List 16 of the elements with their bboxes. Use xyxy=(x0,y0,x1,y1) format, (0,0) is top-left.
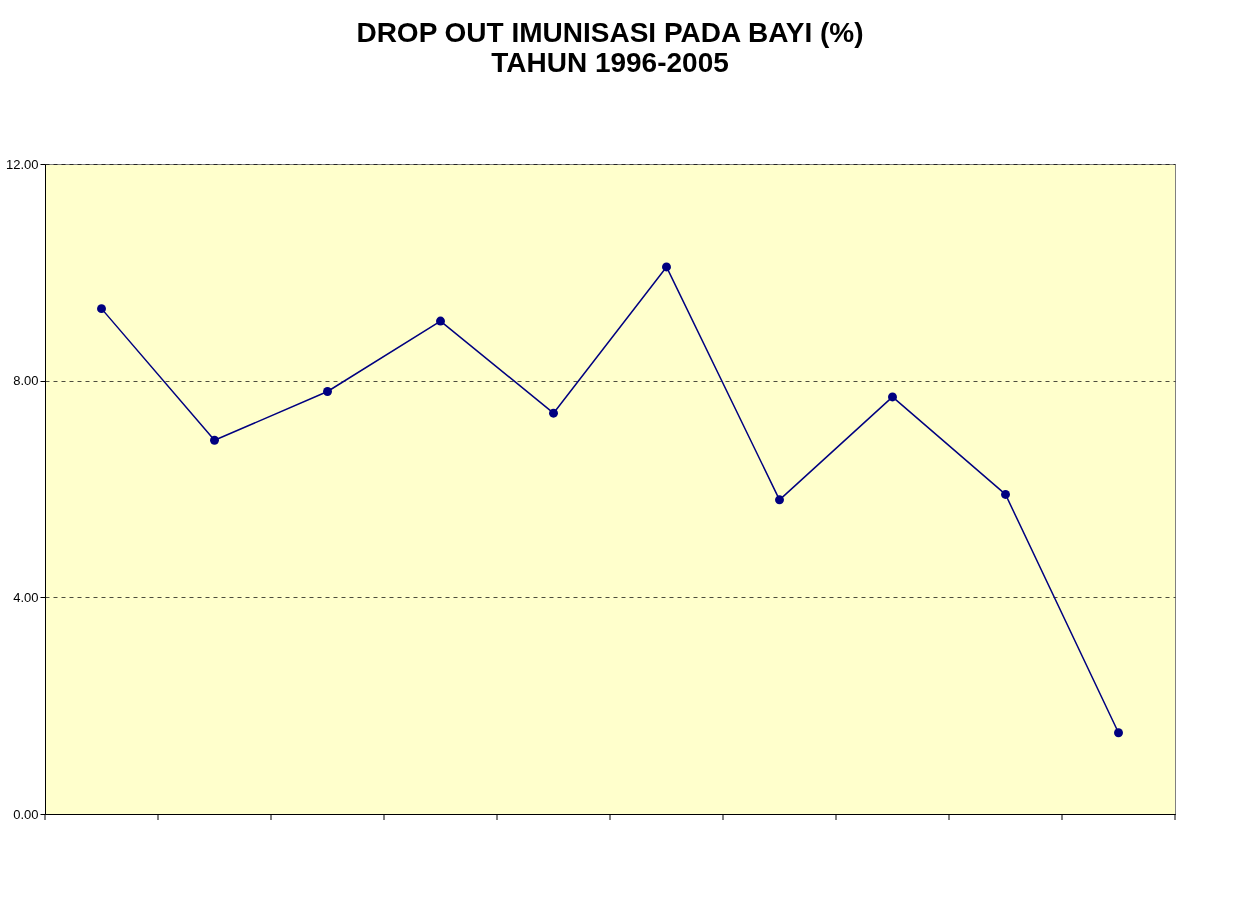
point xyxy=(549,408,558,418)
point xyxy=(775,495,784,505)
point xyxy=(436,316,445,326)
point xyxy=(97,304,106,314)
y-tick-label: 12.00 xyxy=(5,156,39,172)
point xyxy=(210,435,219,445)
y-tick-label: 4.00 xyxy=(13,589,39,605)
point xyxy=(1001,489,1010,499)
y-tick-label: 8.00 xyxy=(13,373,39,389)
point xyxy=(1114,728,1123,738)
y-tick-label: 0.00 xyxy=(13,806,39,822)
text: DROP OUT IMUNISASI PADA BAYI (%) xyxy=(356,17,864,48)
point xyxy=(888,392,897,402)
point xyxy=(662,262,671,272)
text: TAHUN 1996-2005 xyxy=(491,47,729,78)
point xyxy=(323,387,332,396)
